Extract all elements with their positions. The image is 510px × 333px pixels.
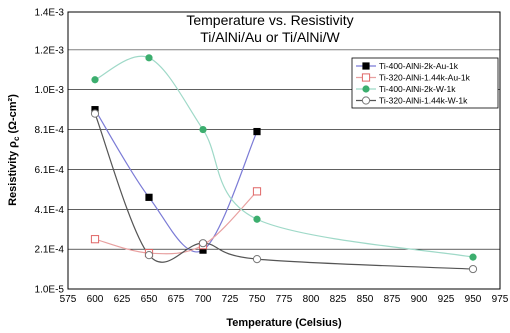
y-tick-label: 6.1E-4 xyxy=(35,165,65,176)
x-axis-label: Temperature (Celsius) xyxy=(226,317,342,329)
y-tick-label: 4.1E-4 xyxy=(35,205,65,216)
legend-entry: Ti-400-AlNi-2k-Au-1k xyxy=(379,61,459,71)
data-point xyxy=(199,125,207,134)
y-axis-label: Resistivity ρc (Ω-cm²) xyxy=(7,94,21,206)
series-line-2 xyxy=(94,190,258,255)
y-tick-label: 1.2E-3 xyxy=(35,45,65,56)
x-tick-label: 675 xyxy=(168,294,185,305)
data-point xyxy=(469,253,477,261)
legend-box xyxy=(351,57,499,109)
data-point xyxy=(144,251,154,260)
data-point xyxy=(91,76,99,84)
data-point xyxy=(198,239,208,248)
data-point xyxy=(252,255,262,264)
data-point xyxy=(199,246,207,254)
legend-marker xyxy=(361,73,371,82)
data-point xyxy=(90,109,100,118)
legend: Ti-400-AlNi-2k-Au-1k Ti-320-AlNi-1.44k-Au… xyxy=(351,57,499,109)
plot-area-border xyxy=(67,11,501,290)
y-tick-label: 1.0E-5 xyxy=(35,285,65,296)
data-point xyxy=(90,235,100,244)
x-tick-label: 950 xyxy=(465,294,482,305)
x-tick-label: 975 xyxy=(492,294,509,305)
x-tick-label: 750 xyxy=(249,294,266,305)
legend-marker xyxy=(362,62,370,70)
legend-entry: Ti-320-AlNi-1.44k-W-1k xyxy=(379,96,468,106)
x-tick-label: 875 xyxy=(384,294,401,305)
x-tick-label: 600 xyxy=(87,294,104,305)
x-tick-label: 925 xyxy=(438,294,455,305)
series-line-4 xyxy=(94,113,474,270)
x-tick-label: 650 xyxy=(141,294,158,305)
x-tick-label: 700 xyxy=(195,294,212,305)
series-line-1 xyxy=(94,109,258,253)
data-point xyxy=(252,187,262,196)
legend-entry: Ti-320-AlNi-1.44k-Au-1k xyxy=(379,73,471,83)
x-tick-labels: 575 600 625 650 675 700 725 750 775 800 825 850 875 9… xyxy=(60,294,509,305)
x-tick-label: 775 xyxy=(276,294,293,305)
y-tick-labels: 1.0E-5 2.1E-4 4.1E-4 6.1E-4 8.1E-4 1.0E-3 1.2E… xyxy=(35,8,65,296)
chart-title: Temperature vs. Resistivity xyxy=(186,12,353,28)
y-tick-label: 1.4E-3 xyxy=(35,8,65,19)
y-tick-label: 2.1E-4 xyxy=(35,245,65,256)
y-tick-label: 1.0E-3 xyxy=(35,85,65,96)
x-tick-label: 575 xyxy=(60,294,77,305)
grid-lines xyxy=(68,49,500,250)
x-tick-label: 625 xyxy=(114,294,131,305)
data-point xyxy=(468,264,478,274)
data-point xyxy=(145,193,153,201)
x-tick-label: 900 xyxy=(411,294,428,305)
x-tick-label: 850 xyxy=(357,294,374,305)
y-tick-label: 8.1E-4 xyxy=(35,125,65,136)
legend-entry: Ti-400-AlNi-2k-W-1k xyxy=(379,84,456,94)
legend-marker xyxy=(361,96,371,105)
data-point xyxy=(145,54,153,62)
x-tick-label: 800 xyxy=(303,294,320,305)
series-markers xyxy=(90,54,478,274)
x-tick-label: 725 xyxy=(222,294,239,305)
series-line-3 xyxy=(94,55,474,258)
data-point xyxy=(253,215,261,223)
data-point xyxy=(253,127,261,136)
chart-subtitle: Ti/AlNi/Au or Ti/AlNi/W xyxy=(200,29,340,45)
x-tick-label: 825 xyxy=(330,294,347,305)
legend-marker xyxy=(362,85,370,93)
